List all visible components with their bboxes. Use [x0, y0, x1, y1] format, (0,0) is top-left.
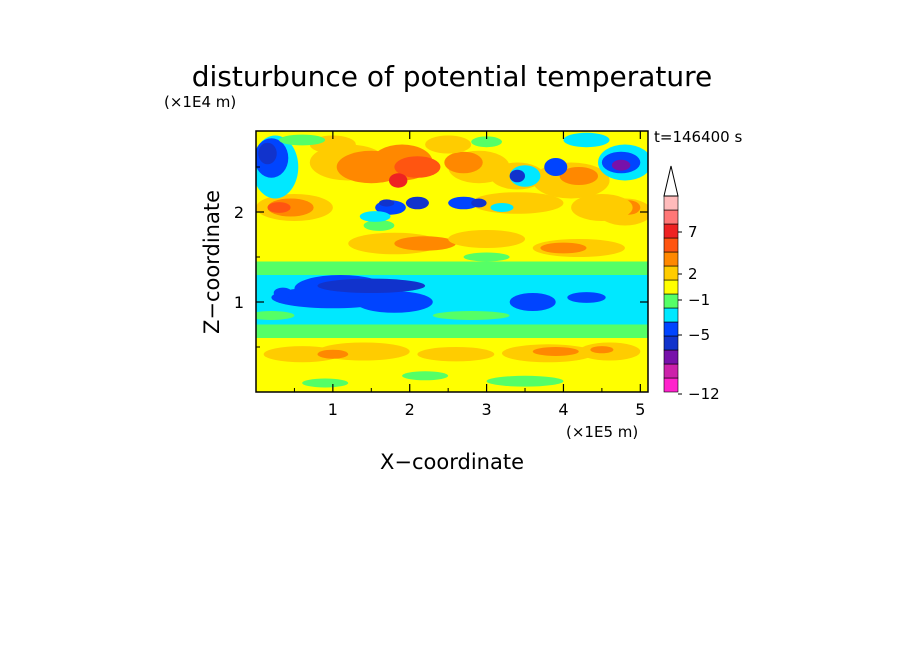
colorbar-label: 7 — [688, 223, 698, 241]
colorbar-label: −1 — [688, 291, 710, 309]
colorbar-segment — [663, 307, 679, 323]
colorbar-segment — [663, 223, 679, 239]
field-blob — [486, 375, 564, 387]
x-tick-label: 4 — [558, 400, 568, 419]
field-blob — [444, 151, 483, 174]
colorbar-segment — [663, 335, 679, 351]
field-blob — [432, 311, 510, 320]
x-tick-label: 5 — [635, 400, 645, 419]
field-blob — [559, 167, 599, 185]
colorbar-segment — [663, 237, 679, 253]
colorbar-extend-arrow — [663, 165, 679, 197]
colorbar-segment — [663, 279, 679, 295]
y-ticks: 12 — [234, 166, 648, 348]
field-blob — [448, 230, 526, 248]
field-band — [256, 360, 648, 392]
field-blob — [563, 132, 610, 148]
field-blob — [567, 292, 606, 303]
colorbar-segment — [663, 209, 679, 225]
field-blob — [471, 136, 502, 148]
colorbar-segment — [663, 251, 679, 267]
field-blob — [532, 347, 579, 356]
field-blob — [355, 291, 433, 313]
field-blob — [509, 169, 526, 183]
colorbar-segment — [663, 293, 679, 309]
field-band — [256, 324, 648, 338]
field-blob — [378, 199, 395, 207]
temperature-field — [256, 131, 648, 392]
x-ticks: 1 2 3 4 5 — [293, 131, 645, 419]
field-blob — [471, 198, 487, 208]
field-band — [256, 261, 648, 275]
field-blob — [509, 293, 556, 311]
field-blob — [540, 242, 587, 254]
y-axis-label: Z−coordinate — [200, 190, 224, 334]
field-blob — [273, 287, 293, 299]
chart-title: disturbunce of potential temperature — [192, 60, 713, 93]
field-blob — [590, 346, 614, 354]
x-tick-label: 2 — [405, 400, 415, 419]
colorbar-segment — [663, 321, 679, 337]
field-blob — [463, 252, 510, 262]
colorbar-label: −12 — [688, 385, 720, 403]
field-blob — [402, 371, 449, 381]
field-blob — [394, 156, 441, 178]
field-blob — [417, 347, 495, 362]
field-blob — [279, 134, 326, 146]
field-blob — [388, 173, 408, 188]
field-blob — [425, 135, 472, 154]
field-blob — [611, 159, 631, 171]
colorbar-label: −5 — [688, 326, 710, 344]
colorbar-segment — [663, 265, 679, 281]
field-blob — [448, 196, 479, 210]
colorbar-segment — [663, 195, 679, 211]
time-label: t=146400 s — [654, 128, 742, 146]
x-tick-label: 3 — [481, 400, 491, 419]
plot-frame — [255, 130, 649, 393]
field-blob — [302, 378, 349, 388]
field-blob — [317, 278, 426, 293]
field-blob — [544, 158, 568, 176]
x-unit-label: (×1E5 m) — [566, 423, 638, 441]
field-blob — [394, 236, 456, 251]
field-blob — [317, 349, 349, 359]
field-blob — [258, 142, 277, 165]
colorbar-segment — [663, 349, 679, 365]
colorbar-segment — [663, 377, 679, 393]
field-blob — [267, 202, 291, 213]
field-blob — [571, 194, 633, 221]
y-tick-label: 1 — [234, 293, 244, 312]
x-axis-label: X−coordinate — [380, 450, 524, 474]
field-blob — [256, 311, 295, 320]
colorbar: 7 2 −1 −5 −12 — [663, 165, 720, 403]
field-blob — [359, 211, 391, 222]
colorbar-label: 2 — [688, 265, 698, 283]
y-tick-label: 2 — [234, 203, 244, 222]
y-unit-label: (×1E4 m) — [164, 93, 236, 111]
colorbar-segment — [663, 363, 679, 379]
field-blob — [363, 220, 395, 231]
x-tick-label: 1 — [328, 400, 338, 419]
field-blob — [490, 203, 514, 212]
field-blob — [405, 196, 429, 210]
